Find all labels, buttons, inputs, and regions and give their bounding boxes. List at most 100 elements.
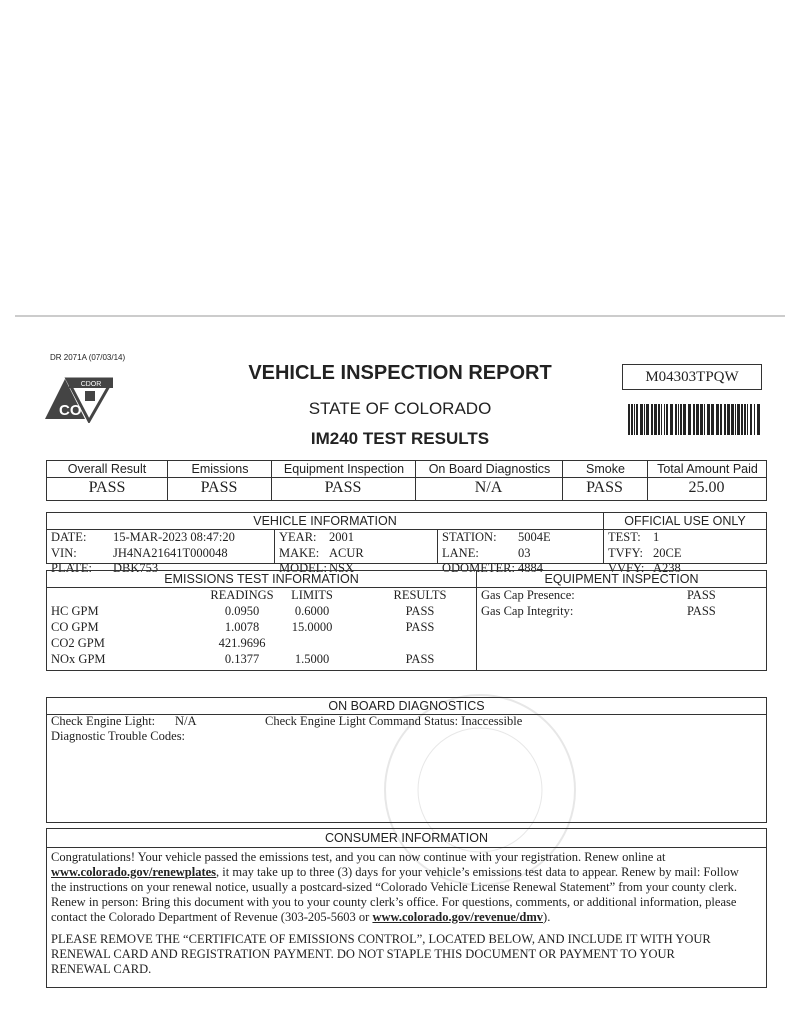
barcode-bar xyxy=(693,404,695,435)
form-id: DR 2071A (07/03/14) xyxy=(50,353,126,362)
barcode-bar xyxy=(658,404,660,435)
equipment-result: PASS xyxy=(687,588,716,602)
barcode-bar xyxy=(675,404,677,435)
equipment-label: Gas Cap Presence: xyxy=(481,588,575,602)
barcode-bar xyxy=(654,404,657,435)
cel-value: N/A xyxy=(175,714,197,728)
emissions-cell: 421.9696 xyxy=(218,636,266,650)
barcode-bar xyxy=(700,404,703,435)
vehicle-label: PLATE: xyxy=(51,561,92,575)
barcode-bar xyxy=(666,404,668,435)
barcode-bar xyxy=(636,404,638,435)
vehicle-label: TEST: xyxy=(608,530,641,544)
cel-command-status: Check Engine Light Command Status: Inacc… xyxy=(265,714,523,728)
emissions-section: EMISSIONS TEST INFORMATION EQUIPMENT INS… xyxy=(46,570,767,671)
emissions-row-label: CO GPM xyxy=(51,620,99,634)
cel-label: Check Engine Light: xyxy=(51,714,156,728)
barcode-bar xyxy=(727,404,730,435)
official-use-header: OFFICIAL USE ONLY xyxy=(604,513,766,530)
barcode-bar xyxy=(711,404,714,435)
dmv-link[interactable]: www.colorado.gov/revenue/dmv xyxy=(372,910,544,924)
barcode-bar xyxy=(651,404,653,435)
equipment-label: Gas Cap Integrity: xyxy=(481,604,574,618)
page-divider xyxy=(15,315,785,317)
cdor-logo: CDOR CO xyxy=(45,377,113,423)
certificate-notice: PLEASE REMOVE THE “CERTIFICATE OF EMISSI… xyxy=(51,932,711,976)
summary-value-5: 25.00 xyxy=(688,479,725,496)
barcode-bar xyxy=(670,404,673,435)
vehicle-value: 2001 xyxy=(329,530,354,544)
barcode-bar xyxy=(707,404,710,435)
summary-header-3: On Board Diagnostics xyxy=(415,461,563,500)
barcode-bar xyxy=(696,404,699,435)
emissions-row-label: CO2 GPM xyxy=(51,636,105,650)
vehicle-info-header: VEHICLE INFORMATION xyxy=(47,513,603,530)
vehicle-value: A238 xyxy=(653,561,681,575)
emissions-cell: 0.0950 xyxy=(224,604,260,618)
vehicle-value: JH4NA21641T000048 xyxy=(113,545,228,560)
summary-header-0: Overall Result xyxy=(67,462,147,476)
barcode-bar xyxy=(644,404,645,435)
vehicle-label: DATE: xyxy=(51,530,87,544)
barcode-bar xyxy=(741,404,743,435)
vehicle-label: VVFY: xyxy=(608,561,645,575)
text: , it may take up to three (3) days for y… xyxy=(51,865,739,924)
barcode-bar xyxy=(664,404,665,435)
barcode-bar xyxy=(716,404,719,435)
emissions-col-header: RESULTS xyxy=(393,588,447,602)
vehicle-label: VIN: xyxy=(51,545,77,560)
report-title: VEHICLE INSPECTION REPORT xyxy=(248,362,552,384)
emissions-cell: 1.0078 xyxy=(224,620,260,634)
emissions-cell: 15.0000 xyxy=(291,620,333,634)
vehicle-label: MODEL: xyxy=(279,561,327,575)
emissions-cell: PASS xyxy=(405,604,435,618)
barcode-bar xyxy=(640,404,643,435)
report-number: M04303TPQW xyxy=(622,364,762,390)
barcode-bar xyxy=(757,404,760,435)
summary-header-1: Emissions xyxy=(167,461,272,500)
vehicle-label: LANE: xyxy=(442,545,479,560)
consumer-paragraph: Congratulations! Your vehicle passed the… xyxy=(51,850,752,925)
vehicle-label: STATION: xyxy=(442,530,497,544)
barcode-bar xyxy=(646,404,649,435)
emissions-cell: PASS xyxy=(405,652,435,666)
dtc-label: Diagnostic Trouble Codes: xyxy=(51,729,186,743)
state-seal-watermark xyxy=(384,694,576,886)
vehicle-value: 1 xyxy=(653,530,660,544)
vehicle-label: MAKE: xyxy=(279,545,320,560)
emissions-row-label: HC GPM xyxy=(51,604,99,618)
barcode-bar xyxy=(737,404,740,435)
emissions-col-header: LIMITS xyxy=(291,588,333,602)
barcode-bar xyxy=(754,404,755,435)
barcode-bar xyxy=(747,404,748,435)
text: ). xyxy=(543,910,551,924)
summary-value-1: PASS xyxy=(200,479,238,496)
barcode-bar xyxy=(731,404,734,435)
vehicle-label: ODOMETER: xyxy=(442,561,515,575)
state-subtitle: STATE OF COLORADO xyxy=(308,399,492,418)
obd-section: ON BOARD DIAGNOSTICS Check Engine Light:… xyxy=(46,697,767,823)
emissions-col-header: READINGS xyxy=(210,588,274,602)
barcode-bar xyxy=(678,404,679,435)
summary-value-2: PASS xyxy=(324,479,362,496)
text: Congratulations! Your vehicle passed the… xyxy=(51,850,666,864)
summary-header-2: Equipment Inspection xyxy=(271,461,416,500)
barcode-bar xyxy=(688,404,691,435)
vehicle-value: 20CE xyxy=(653,545,682,560)
test-type-title: IM240 TEST RESULTS xyxy=(310,429,490,448)
emissions-row-label: NOx GPM xyxy=(51,652,106,666)
summary-value-0: PASS xyxy=(88,479,126,496)
vehicle-value: 15-MAR-2023 08:47:20 xyxy=(113,530,235,544)
barcode-bar xyxy=(680,404,682,435)
barcode-bar xyxy=(720,404,722,435)
svg-text:CDOR: CDOR xyxy=(81,381,102,388)
summary-value-4: PASS xyxy=(586,479,623,496)
consumer-header: CONSUMER INFORMATION xyxy=(47,829,766,848)
equipment-result: PASS xyxy=(687,604,716,618)
vehicle-info-section: VEHICLE INFORMATION OFFICIAL USE ONLY DA… xyxy=(46,512,767,575)
emissions-header: EMISSIONS TEST INFORMATION xyxy=(47,571,476,588)
summary-header-4: Smoke xyxy=(562,461,648,500)
renewplates-link[interactable]: www.colorado.gov/renewplates xyxy=(51,865,217,879)
barcode-bar xyxy=(744,404,746,435)
